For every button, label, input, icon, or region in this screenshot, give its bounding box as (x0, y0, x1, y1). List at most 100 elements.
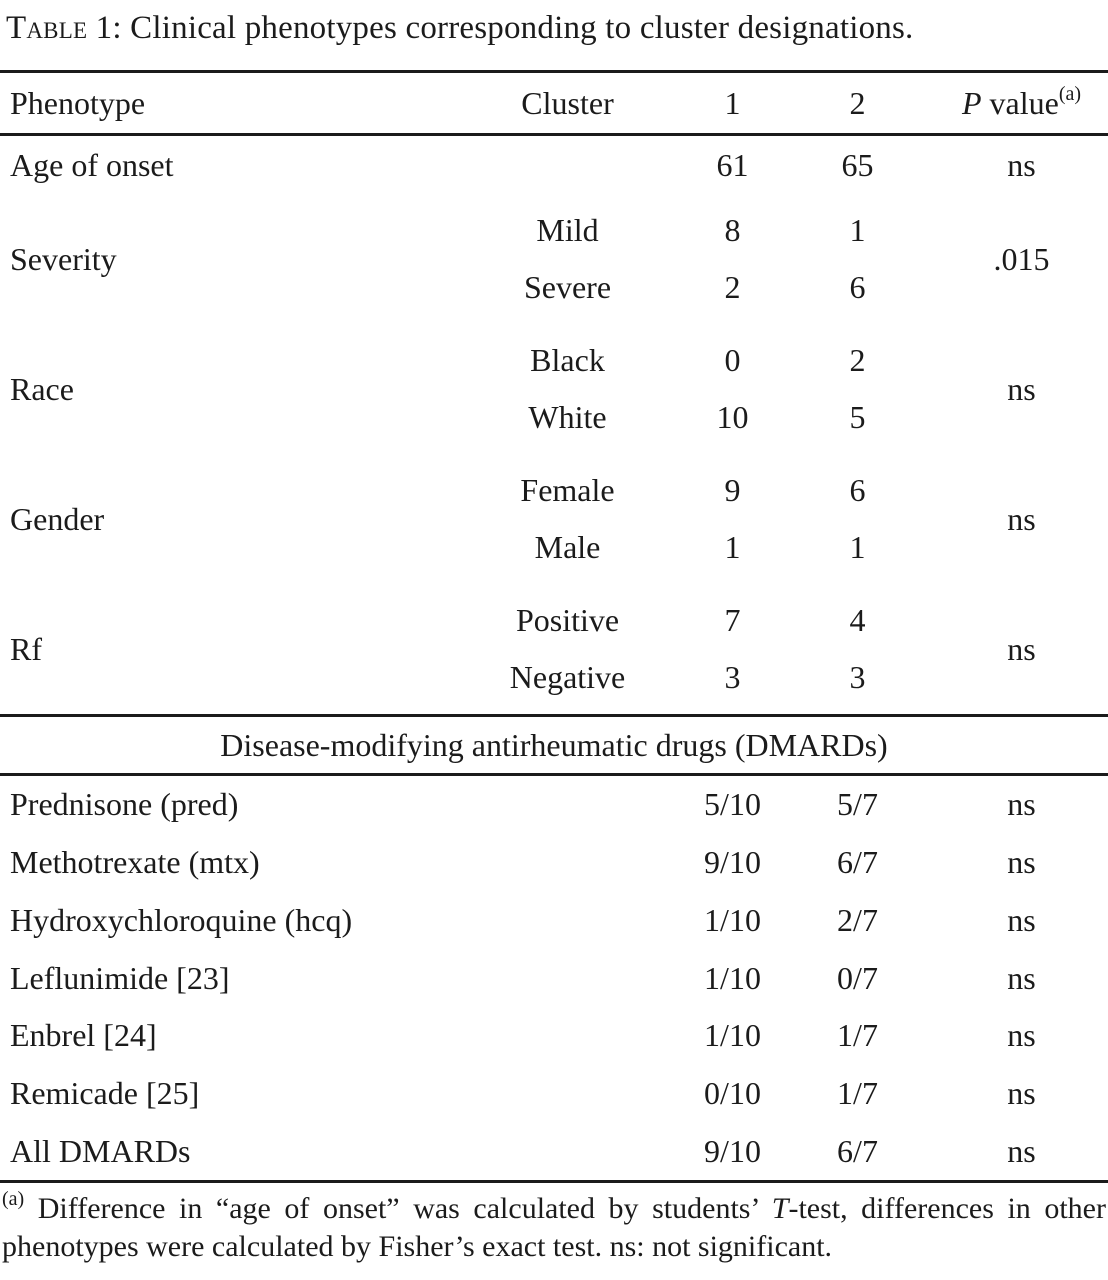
footnote-marker: (a) (2, 1188, 25, 1210)
row-value-1: 1/10 (704, 1017, 761, 1054)
table-row: Age of onset 61 65 ns (0, 136, 1108, 194)
row-value-1: 0/10 (704, 1074, 761, 1111)
group-sub-label: Severe (523, 269, 612, 305)
group-value-2: 3 (849, 659, 866, 695)
group-value-1: 2 (724, 269, 741, 305)
row-value-2: 6/7 (837, 844, 878, 881)
group-sub-label: Positive (515, 602, 620, 638)
group-value-1: 0 (724, 342, 741, 378)
group-phenotype: Race (10, 370, 74, 407)
row-p-value: ns (1007, 786, 1036, 823)
table-footnote: (a) Difference in “age of onset” was cal… (0, 1183, 1108, 1266)
header-p-symbol: P (961, 84, 982, 121)
table-group-race: Race Black 0 2 White 10 5 ns (0, 324, 1108, 454)
row-value-2: 6/7 (837, 1132, 878, 1169)
row-value-1: 9/10 (704, 1132, 761, 1169)
row-phenotype: Age of onset (10, 146, 174, 183)
group-phenotype: Gender (10, 500, 105, 537)
table-group-rf: Rf Positive 7 4 Negative 3 3 ns (0, 584, 1108, 714)
group-sub-label: Black (530, 342, 605, 378)
row-phenotype: Leflunimide [23] (10, 959, 230, 996)
section-header-dmards: Disease-modifying antirheumatic drugs (D… (220, 726, 888, 763)
row-phenotype: Remicade [25] (10, 1074, 200, 1111)
table-row: Hydroxychloroquine (hcq) 1/10 2/7 ns (0, 891, 1108, 949)
group-value-1: 7 (724, 602, 741, 638)
group-value-1: 10 (716, 399, 749, 435)
table-row: Methotrexate (mtx) 9/10 6/7 ns (0, 834, 1108, 892)
group-sub-label: White (528, 399, 607, 435)
row-p-value: ns (1007, 1074, 1036, 1111)
footnote-text-start: Difference in “age of onset” was calcula… (24, 1192, 772, 1225)
table-row: Enbrel [24] 1/10 1/7 ns (0, 1007, 1108, 1065)
row-value-2: 2/7 (837, 901, 878, 938)
header-p-footnote-marker: (a) (1058, 82, 1082, 105)
bottom-rule (0, 1180, 1108, 1183)
header-cluster: Cluster (521, 84, 614, 121)
row-value-1: 1/10 (704, 901, 761, 938)
row-value-2: 65 (841, 146, 874, 183)
group-value-2: 5 (849, 399, 866, 435)
row-phenotype: Methotrexate (mtx) (10, 844, 260, 881)
table-group-severity: Severity Mild 8 1 Severe 2 6 .015 (0, 194, 1108, 324)
footnote-text-end: -test, differences in other phenotypes w… (2, 1192, 1106, 1263)
group-value-1: 3 (724, 659, 741, 695)
header-cluster-1: 1 (724, 84, 741, 121)
table-caption-label: Table 1: (6, 10, 122, 46)
group-sub-label: Female (520, 472, 615, 508)
group-value-2: 2 (849, 342, 866, 378)
group-sub-label: Male (534, 529, 601, 565)
group-p-value: .015 (993, 240, 1050, 277)
header-cluster-2: 2 (849, 84, 866, 121)
header-phenotype: Phenotype (10, 84, 146, 121)
row-value-2: 5/7 (837, 786, 878, 823)
section-top-rule (0, 714, 1108, 717)
group-sub-label: Mild (536, 212, 599, 248)
header-p-value: P value(a) (935, 82, 1108, 122)
table-row: All DMARDs 9/10 6/7 ns (0, 1122, 1108, 1180)
footnote-t-symbol: T (771, 1192, 789, 1225)
row-value-2: 1/7 (837, 1074, 878, 1111)
group-value-2: 4 (849, 602, 866, 638)
row-p-value: ns (1007, 1132, 1036, 1169)
row-p-value: ns (1007, 959, 1036, 996)
group-value-2: 6 (849, 269, 866, 305)
row-phenotype: Hydroxychloroquine (hcq) (10, 901, 353, 938)
table-group-gender: Gender Female 9 6 Male 1 1 ns (0, 454, 1108, 584)
table-caption-text: Clinical phenotypes corresponding to clu… (121, 10, 914, 46)
row-phenotype: Enbrel [24] (10, 1017, 157, 1054)
row-value-2: 1/7 (837, 1017, 878, 1054)
row-p-value: ns (1007, 146, 1036, 183)
table-row: Leflunimide [23] 1/10 0/7 ns (0, 949, 1108, 1007)
group-value-2: 6 (849, 472, 866, 508)
row-value-1: 61 (716, 146, 749, 183)
group-value-1: 8 (724, 212, 741, 248)
row-p-value: ns (1007, 844, 1036, 881)
group-phenotype: Severity (10, 240, 117, 277)
group-value-2: 1 (849, 212, 866, 248)
row-p-value: ns (1007, 901, 1036, 938)
dmard-rows: Prednisone (pred) 5/10 5/7 ns Methotrexa… (0, 776, 1108, 1180)
top-rule (0, 70, 1108, 73)
group-sub-label: Negative (509, 659, 626, 695)
row-value-1: 1/10 (704, 959, 761, 996)
group-p-value: ns (1007, 370, 1036, 407)
header-rule (0, 133, 1108, 136)
group-p-value: ns (1007, 500, 1036, 537)
group-value-1: 1 (724, 529, 741, 565)
row-value-2: 0/7 (837, 959, 878, 996)
group-p-value: ns (1007, 630, 1036, 667)
table-row: Prednisone (pred) 5/10 5/7 ns (0, 776, 1108, 834)
section-bottom-rule (0, 773, 1108, 776)
group-phenotype: Rf (10, 630, 42, 667)
table-caption: Table 1: Clinical phenotypes correspondi… (0, 0, 1108, 70)
group-value-2: 1 (849, 529, 866, 565)
header-p-word: value (981, 84, 1059, 121)
table-row: Remicade [25] 0/10 1/7 ns (0, 1065, 1108, 1123)
row-p-value: ns (1007, 1017, 1036, 1054)
group-value-1: 9 (724, 472, 741, 508)
row-value-1: 5/10 (704, 786, 761, 823)
row-phenotype: Prednisone (pred) (10, 786, 239, 823)
row-value-1: 9/10 (704, 844, 761, 881)
row-phenotype: All DMARDs (10, 1132, 191, 1169)
